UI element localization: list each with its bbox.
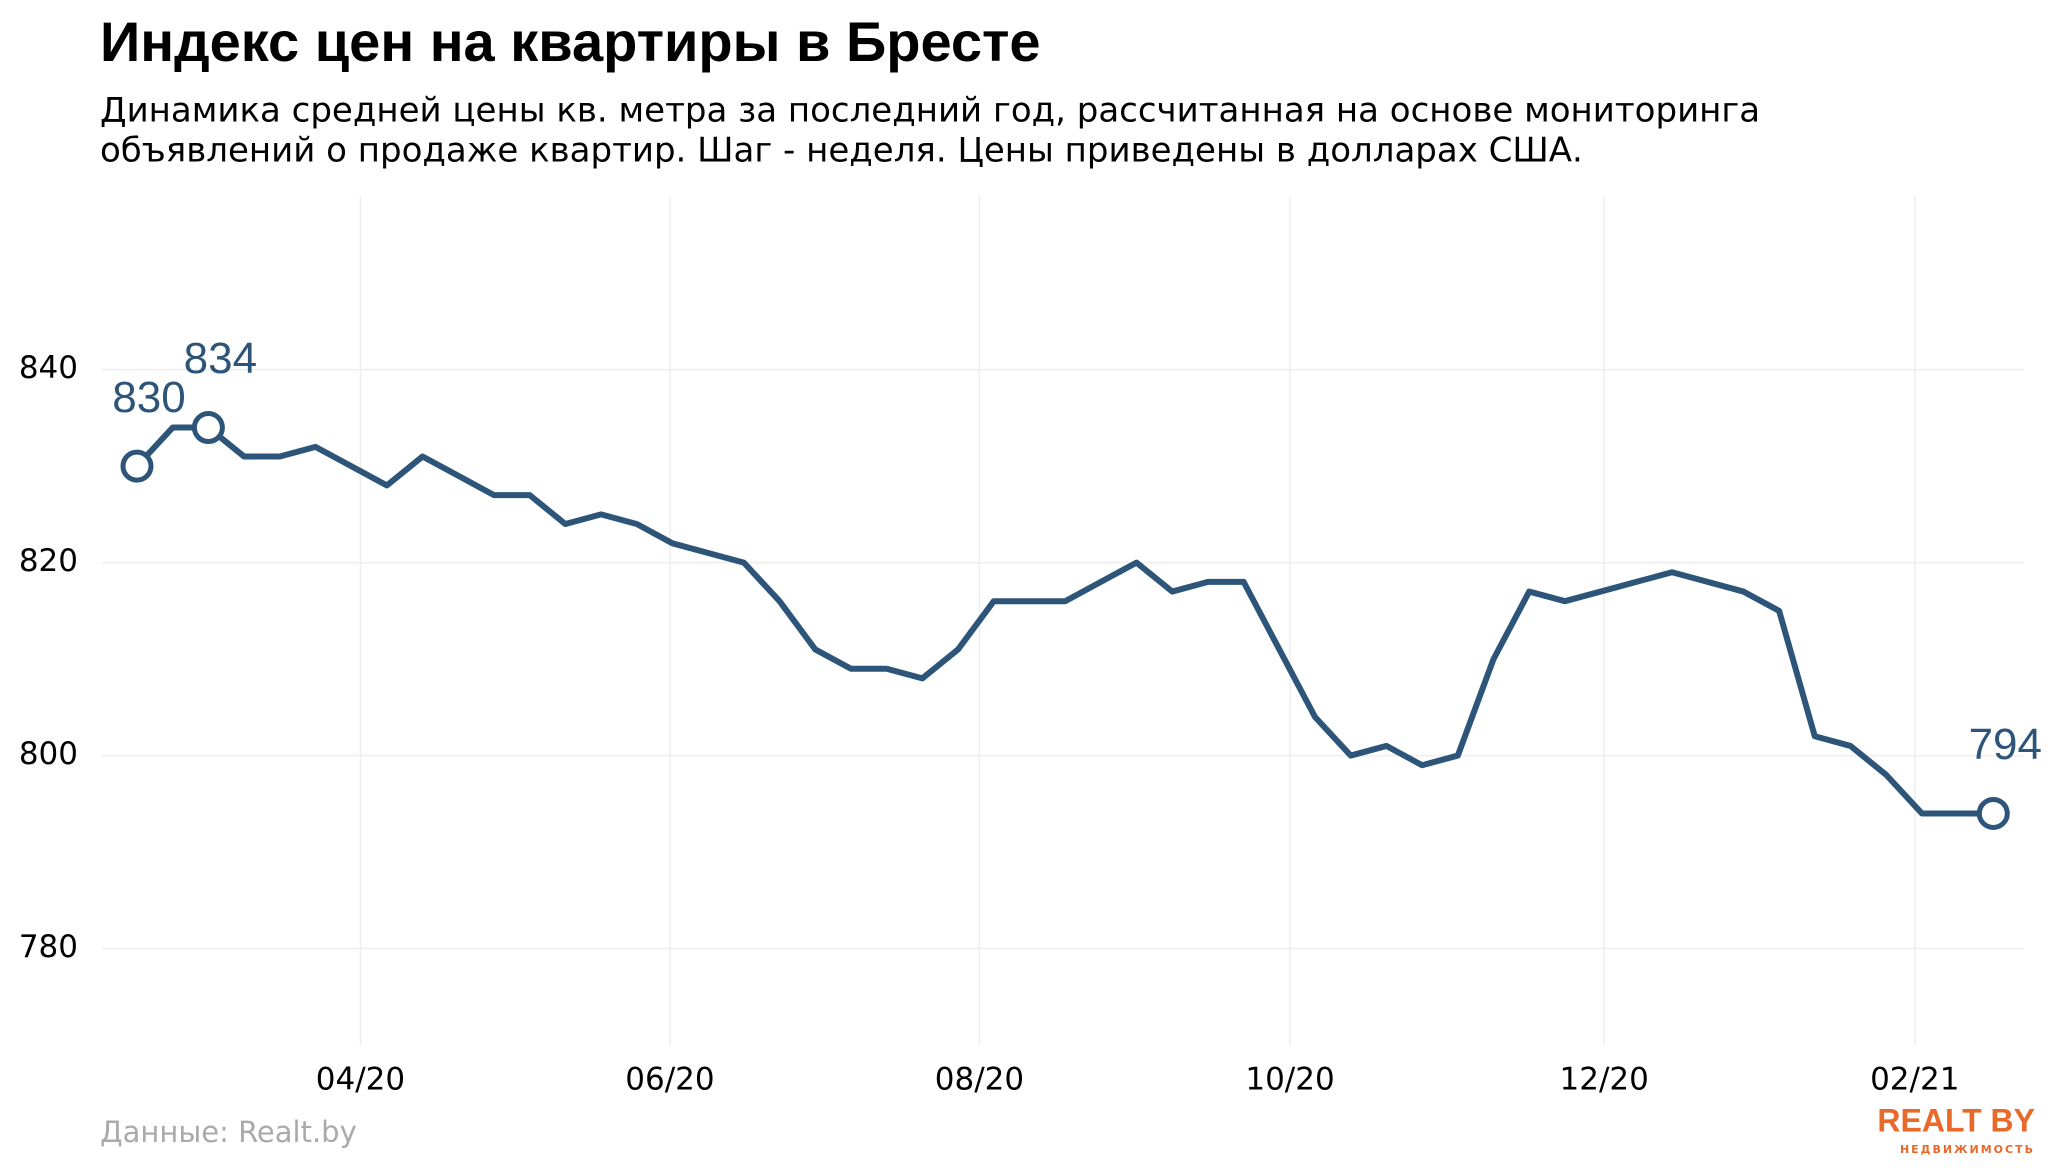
- x-tick-label: 12/20: [1560, 1062, 1649, 1098]
- x-tick-label: 08/20: [935, 1062, 1024, 1098]
- chart-subtitle: объявлений о продаже квартир. Шаг - неде…: [100, 131, 1583, 171]
- source: Данные: Realt.by: [100, 1115, 357, 1149]
- y-tick-label: 800: [19, 736, 78, 772]
- y-tick-label: 780: [19, 929, 78, 965]
- data-label: 794: [1969, 720, 2042, 769]
- data-label: 834: [184, 334, 257, 383]
- y-tick-label: 840: [19, 350, 78, 386]
- logo: REALT BY: [1877, 1102, 2035, 1138]
- x-tick-label: 02/21: [1870, 1062, 1959, 1098]
- point-marker: [120, 449, 154, 483]
- x-tick-label: 04/20: [316, 1062, 405, 1098]
- x-tick-label: 06/20: [625, 1062, 714, 1098]
- point-marker: [1976, 796, 2010, 830]
- chart-subtitle: Динамика средней цены кв. метра за после…: [100, 91, 1760, 131]
- line: [134, 424, 1994, 817]
- point-marker: [191, 411, 225, 445]
- data-label: 830: [112, 373, 185, 422]
- chart-title: Индекс цен на квартиры в Бресте: [100, 10, 1041, 73]
- x-tick-label: 10/20: [1245, 1062, 1334, 1098]
- logo-sub: НЕДВИЖИМОСТЬ: [1900, 1143, 2035, 1156]
- y-tick-label: 820: [19, 543, 78, 579]
